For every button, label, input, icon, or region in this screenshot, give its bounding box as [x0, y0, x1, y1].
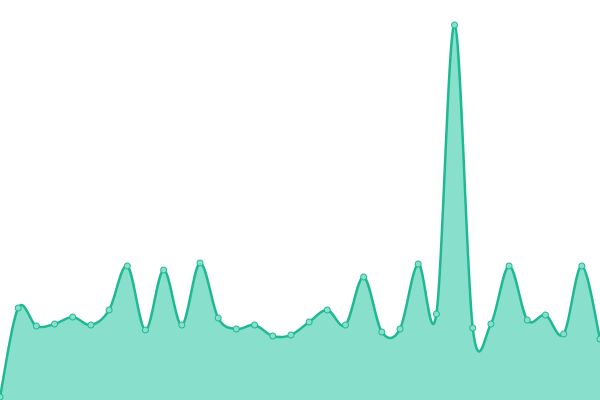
- data-point: [105, 306, 113, 314]
- data-point: [14, 304, 22, 312]
- data-point: [578, 262, 586, 270]
- data-point: [251, 321, 259, 329]
- data-point: [360, 273, 368, 281]
- data-point: [214, 314, 222, 322]
- data-point: [541, 311, 549, 319]
- data-point: [505, 262, 513, 270]
- data-point: [269, 332, 277, 340]
- data-point: [414, 260, 422, 268]
- data-point: [341, 321, 349, 329]
- data-point: [305, 318, 313, 326]
- data-point: [160, 266, 168, 274]
- data-point: [123, 262, 131, 270]
- data-point: [451, 21, 459, 29]
- data-point: [141, 326, 149, 334]
- data-point: [232, 325, 240, 333]
- data-point: [469, 324, 477, 332]
- data-point: [69, 313, 77, 321]
- data-point: [87, 321, 95, 329]
- data-point: [32, 322, 40, 330]
- data-point: [432, 310, 440, 318]
- data-point: [0, 393, 4, 400]
- data-point: [196, 259, 204, 267]
- data-point: [596, 335, 600, 343]
- data-point: [178, 321, 186, 329]
- data-point: [523, 316, 531, 324]
- data-point: [396, 325, 404, 333]
- data-point: [323, 306, 331, 314]
- area-fill: [0, 24, 600, 400]
- data-point: [51, 320, 59, 328]
- data-point: [287, 331, 295, 339]
- data-point: [560, 330, 568, 338]
- data-point: [378, 328, 386, 336]
- data-point: [487, 320, 495, 328]
